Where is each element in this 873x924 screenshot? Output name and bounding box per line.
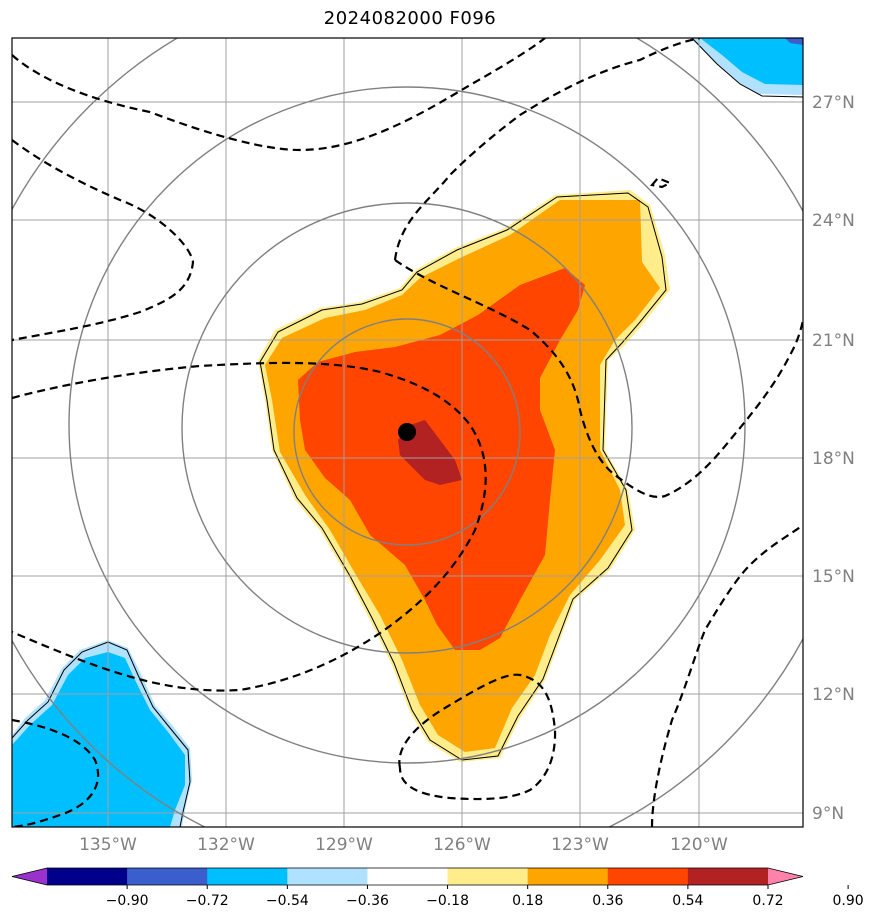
lon-label: 120°W [670, 835, 728, 855]
colorbar-segment [287, 868, 368, 885]
lat-label: 12°N [812, 685, 855, 705]
colorbar-segment [367, 868, 449, 885]
colorbar-tick-label: 0.90 [833, 893, 864, 909]
longitude-labels: 135°W 132°W 129°W 126°W 123°W 120°W [79, 835, 728, 855]
colorbar-tick-label: −0.36 [346, 893, 389, 909]
map-title: 2024082000 F096 [323, 8, 497, 29]
colorbar-tick-label: −0.18 [426, 893, 469, 909]
lat-label: 9°N [812, 804, 844, 824]
colorbar-segment [607, 868, 689, 885]
dashed-contours [12, 38, 803, 827]
colorbar-tick-label: 0.18 [512, 893, 543, 909]
field-neg-0.54-0.36-region-sw [12, 652, 185, 827]
colorbar-tick-label: −0.72 [186, 893, 229, 909]
colorbar-segment [527, 868, 609, 885]
colorbar-segment [447, 868, 529, 885]
colorbar-extend-min [12, 868, 47, 885]
field-neg-outline-ne [691, 38, 803, 98]
field-neg-0.72-0.54-region-ne [785, 38, 803, 45]
field-neg-outline-sw [12, 641, 191, 827]
colorbar-segment [127, 868, 208, 885]
colorbar-segment [687, 868, 769, 885]
field-neg-0.54-0.36-region-ne [700, 38, 803, 85]
colorbar: −0.90 −0.72 −0.54 −0.36 −0.18 0.18 0.36 0.54 0.7… [11, 867, 864, 909]
field-0.18-outline [259, 192, 667, 761]
colorbar-tick-label: 0.72 [752, 893, 783, 909]
lat-label: 27°N [812, 93, 855, 113]
lat-label: 15°N [812, 567, 855, 587]
colorbar-tick-label: 0.54 [672, 893, 703, 909]
map-frame [11, 37, 804, 828]
colorbar-outline [11, 867, 804, 886]
colorbar-segment [207, 868, 288, 885]
colorbar-tick-label: −0.54 [266, 893, 309, 909]
lon-label: 129°W [315, 835, 373, 855]
storm-center-marker [398, 423, 416, 441]
lon-label: 132°W [197, 835, 255, 855]
lon-label: 126°W [433, 835, 491, 855]
colorbar-extend-max [768, 868, 803, 885]
lat-label: 24°N [812, 211, 855, 231]
colorbar-tick-label: −0.90 [106, 893, 149, 909]
lat-label: 18°N [812, 449, 855, 469]
lat-label: 21°N [812, 331, 855, 351]
gridlines [12, 38, 803, 827]
latitude-labels: 27°N 24°N 21°N 18°N 15°N 12°N 9°N [812, 93, 855, 824]
lon-label: 135°W [79, 835, 137, 855]
colorbar-tick-label: 0.36 [592, 893, 623, 909]
colorbar-segment [47, 868, 128, 885]
range-rings [12, 38, 803, 827]
lon-label: 123°W [551, 835, 609, 855]
